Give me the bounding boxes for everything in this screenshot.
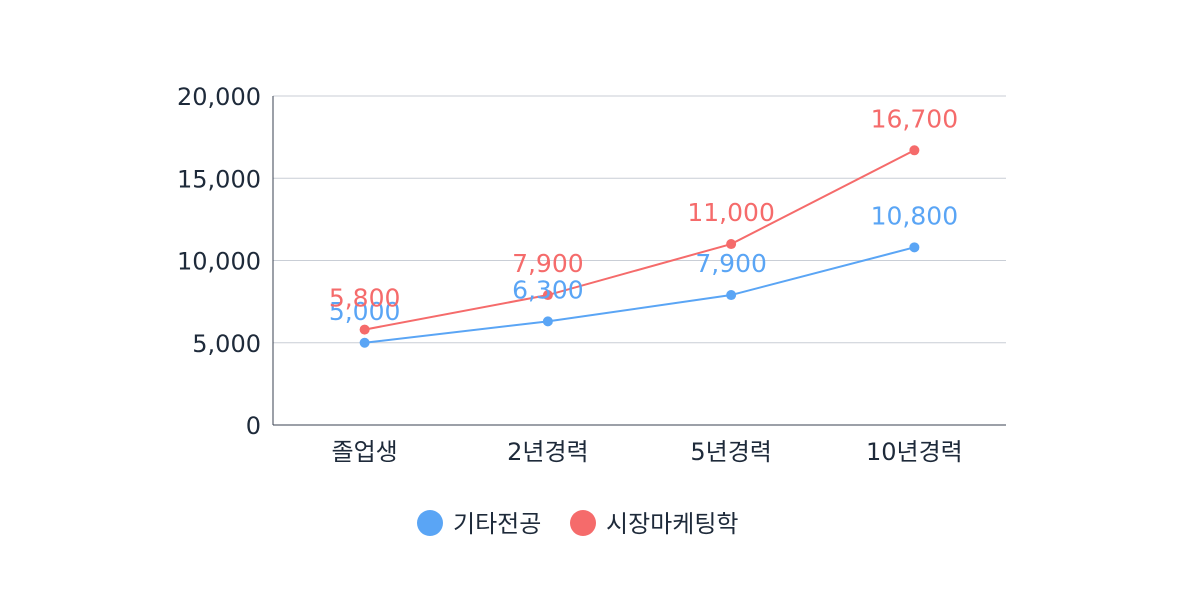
legend-marker bbox=[570, 510, 596, 536]
y-tick-label: 15,000 bbox=[177, 165, 261, 193]
legend: 기타전공 시장마케팅학 bbox=[417, 510, 738, 538]
data-point bbox=[542, 290, 553, 301]
data-labels: 5,0006,3007,90010,8005,8007,90011,00016,… bbox=[329, 104, 958, 325]
gridlines bbox=[273, 95, 1006, 344]
y-tick-label: 5,000 bbox=[192, 330, 261, 358]
x-tick-label: 2년경력 bbox=[507, 438, 589, 466]
x-tick-label: 10년경력 bbox=[866, 438, 963, 466]
data-point bbox=[909, 145, 920, 156]
data-label: 5,800 bbox=[329, 284, 401, 313]
data-point bbox=[909, 242, 920, 253]
data-label: 16,700 bbox=[871, 104, 958, 133]
data-label: 5,000 bbox=[329, 297, 401, 326]
y-tick-label: 0 bbox=[246, 412, 261, 440]
data-label: 7,900 bbox=[695, 249, 767, 278]
x-tick-label: 졸업생 bbox=[332, 438, 398, 466]
data-label: 7,900 bbox=[512, 249, 584, 278]
series-line bbox=[364, 149, 915, 331]
data-point bbox=[726, 239, 737, 250]
axes bbox=[272, 96, 1006, 426]
data-label: 6,300 bbox=[512, 275, 584, 304]
legend-label: 시장마케팅학 bbox=[606, 510, 738, 538]
x-tick-label: 5년경력 bbox=[690, 438, 772, 466]
data-label: 11,000 bbox=[687, 198, 774, 227]
data-label: 10,800 bbox=[871, 201, 958, 230]
y-tick-label: 20,000 bbox=[177, 83, 261, 111]
data-point bbox=[542, 316, 553, 327]
series-group bbox=[359, 145, 920, 348]
legend-marker bbox=[417, 510, 443, 536]
y-axis-ticks: 0 5,000 10,000 15,000 20,000 bbox=[177, 83, 261, 440]
y-tick-label: 10,000 bbox=[177, 248, 261, 276]
x-axis-ticks: 졸업생 2년경력 5년경력 10년경력 bbox=[332, 438, 963, 466]
data-point bbox=[359, 337, 370, 348]
series-line bbox=[364, 246, 915, 344]
data-point bbox=[726, 290, 737, 301]
data-point bbox=[359, 324, 370, 335]
legend-label: 기타전공 bbox=[453, 510, 541, 538]
